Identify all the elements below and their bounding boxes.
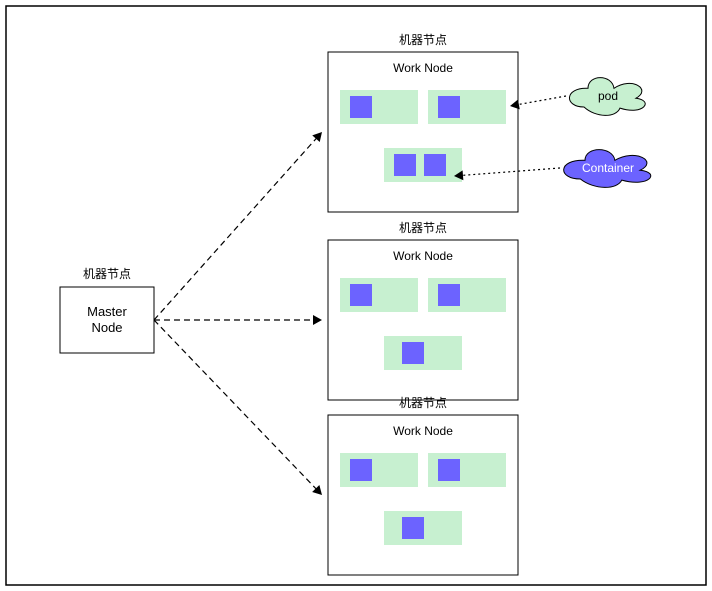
container — [438, 284, 460, 306]
container — [394, 154, 416, 176]
container — [350, 96, 372, 118]
worker-node: 机器节点 Work Node — [328, 221, 518, 400]
master-node: 机器节点 MasterNode — [60, 267, 154, 353]
container — [402, 517, 424, 539]
pod — [340, 90, 418, 124]
worker-node-title: 机器节点 — [399, 221, 447, 235]
legend-pod-cloud: pod — [569, 78, 645, 116]
container — [350, 459, 372, 481]
legend-container-label: Container — [582, 161, 634, 175]
worker-node-label: Work Node — [393, 249, 453, 263]
legend-pod-label: pod — [598, 89, 618, 103]
worker-node-title: 机器节点 — [399, 396, 447, 410]
worker-node: 机器节点 Work Node — [328, 33, 518, 212]
pod — [340, 453, 418, 487]
worker-node-label: Work Node — [393, 424, 453, 438]
arrow-master-to-worker — [154, 132, 322, 320]
worker-node-title: 机器节点 — [399, 33, 447, 47]
container — [438, 459, 460, 481]
arrow-master-to-worker — [154, 320, 322, 495]
container — [438, 96, 460, 118]
master-node-title: 机器节点 — [83, 267, 131, 281]
pod — [428, 90, 506, 124]
pod — [384, 148, 462, 182]
master-node-label: Node — [91, 320, 122, 335]
pod — [384, 511, 462, 545]
pod — [340, 278, 418, 312]
pod — [428, 278, 506, 312]
arrow-master-to-worker — [154, 315, 322, 325]
container — [424, 154, 446, 176]
container — [402, 342, 424, 364]
pod — [428, 453, 506, 487]
arrow-head-icon — [313, 315, 322, 325]
worker-node: 机器节点 Work Node — [328, 396, 518, 575]
container — [350, 284, 372, 306]
pod — [384, 336, 462, 370]
legend-container-cloud: Container — [564, 150, 651, 188]
worker-node-label: Work Node — [393, 61, 453, 75]
master-node-label: Master — [87, 304, 127, 319]
